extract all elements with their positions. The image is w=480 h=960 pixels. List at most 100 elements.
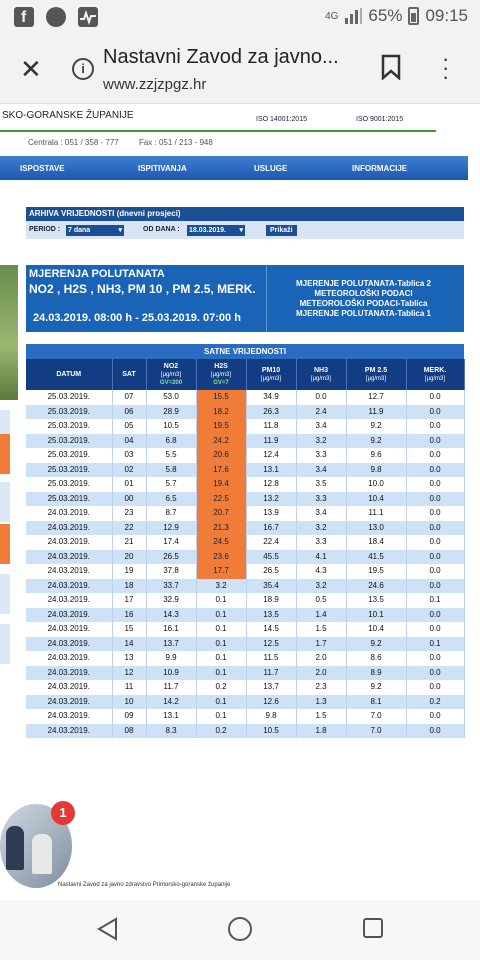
- link-meteo-tablica[interactable]: METEOROLOŠKI PODACI-Tablica: [299, 299, 428, 308]
- table-header-row: DATUM SAT NO2 [µg/m3] GV=200 H2S [µg/m3] GV=7 PM…: [26, 359, 465, 390]
- column-name: NH3: [313, 366, 328, 374]
- table-row: 25.03.2019. 04 6.8 24.2 11.9 3.2 9.2 0.0: [26, 433, 465, 448]
- close-icon[interactable]: ✕: [20, 54, 42, 84]
- table-cell: 1.3: [296, 694, 347, 709]
- table-cell: 25.03.2019.: [26, 390, 113, 405]
- table-cell: 22.5: [196, 491, 247, 506]
- clock: 09:15: [425, 6, 468, 25]
- side-strip: [0, 482, 10, 522]
- table-cell: 9.8: [246, 709, 297, 724]
- table-cell: 14.5: [246, 622, 297, 637]
- link-tablica-2[interactable]: MJERENJE POLUTANATA-Tablica 2: [296, 279, 431, 288]
- archive-controls: PERIOD : 7 dana ▾ OD DANA : 18.03.2019. ▾ …: [26, 221, 464, 239]
- side-strip: [0, 624, 10, 664]
- table-cell: 1.8: [296, 723, 347, 738]
- table-row: 24.03.2019. 20 26.5 23.6 45.5 4.1 41.5 0.0: [26, 549, 465, 564]
- table-cell: 3.2: [296, 520, 347, 535]
- more-menu-icon[interactable]: · · ·: [442, 46, 450, 89]
- bookmark-icon[interactable]: [381, 54, 401, 80]
- table-cell: 0.0: [406, 404, 465, 419]
- table-cell: 09: [112, 709, 147, 724]
- column-header: MERK. [µg/m3]: [406, 359, 465, 390]
- table-cell: 8.1: [346, 694, 407, 709]
- table-cell: 13: [112, 651, 147, 666]
- table-cell: 11.9: [346, 404, 407, 419]
- link-meteo[interactable]: METEOROLOŠKI PODACI: [314, 289, 413, 298]
- table-cell: 0.1: [196, 665, 247, 680]
- notification-badge: 1: [51, 801, 75, 825]
- link-tablica-1[interactable]: MJERENJE POLUTANATA-Tablica 1: [296, 309, 431, 318]
- table-cell: 24.03.2019.: [26, 680, 113, 695]
- table-cell: 18.2: [196, 404, 247, 419]
- show-button[interactable]: Prikaži: [266, 225, 297, 236]
- table-cell: 13.1: [146, 709, 197, 724]
- avatar-figure: [6, 826, 24, 870]
- table-cell: 3.2: [196, 578, 247, 593]
- table-cell: 8.7: [146, 506, 197, 521]
- back-icon[interactable]: [96, 917, 120, 941]
- table-cell: 11.9: [246, 433, 297, 448]
- battery-icon: [408, 7, 420, 25]
- table-cell: 11.7: [246, 665, 297, 680]
- table-cell: 0.0: [406, 419, 465, 434]
- recent-apps-icon[interactable]: [363, 918, 383, 938]
- table-cell: 37.8: [146, 564, 197, 579]
- table-cell: 11.7: [146, 680, 197, 695]
- info-icon[interactable]: i: [72, 58, 94, 80]
- pollutant-list: NO2 , H2S , NH3, PM 10 , PM 2.5, MERK.: [29, 282, 256, 296]
- table-row: 24.03.2019. 12 10.9 0.1 11.7 2.0 8.9 0.0: [26, 665, 465, 680]
- table-cell: 4.3: [296, 564, 347, 579]
- table-cell: 24.03.2019.: [26, 694, 113, 709]
- column-header: PM10 [µg/m3]: [246, 359, 297, 390]
- column-unit: [µg/m3]: [160, 371, 182, 378]
- table-cell: 10.0: [346, 477, 407, 492]
- table-cell: 26.3: [246, 404, 297, 419]
- page-url[interactable]: www.zzjzpgz.hr: [103, 76, 207, 93]
- home-icon[interactable]: [228, 917, 252, 941]
- table-cell: 02: [112, 462, 147, 477]
- nav-ispostave[interactable]: ISPOSTAVE: [20, 164, 65, 173]
- table-cell: 8.6: [346, 651, 407, 666]
- table-row: 24.03.2019. 09 13.1 0.1 9.8 1.5 7.0 0.0: [26, 709, 465, 724]
- table-cell: 18: [112, 578, 147, 593]
- table-cell: 32.9: [146, 593, 197, 608]
- table-cell: 0.0: [406, 723, 465, 738]
- table-cell: 3.2: [296, 578, 347, 593]
- table-cell: 24.03.2019.: [26, 709, 113, 724]
- table-row: 24.03.2019. 23 8.7 20.7 13.9 3.4 11.1 0.0: [26, 506, 465, 521]
- table-cell: 19.5: [346, 564, 407, 579]
- period-select[interactable]: 7 dana ▾: [66, 225, 124, 236]
- od-dana-select[interactable]: 18.03.2019. ▾: [187, 225, 245, 236]
- table-cell: 0.0: [406, 477, 465, 492]
- nav-informacije[interactable]: INFORMACIJE: [352, 164, 408, 173]
- table-cell: 0.0: [406, 651, 465, 666]
- table-cell: 13.5: [346, 593, 407, 608]
- table-cell: 25.03.2019.: [26, 419, 113, 434]
- table-cell: 26.5: [246, 564, 297, 579]
- table-cell: 24.2: [196, 433, 247, 448]
- table-cell: 0.0: [406, 680, 465, 695]
- county-name: SKO-GORANSKE ŽUPANIJE: [2, 110, 134, 121]
- table-cell: 17.6: [196, 462, 247, 477]
- table-cell: 10.4: [346, 491, 407, 506]
- table-cell: 19.4: [196, 477, 247, 492]
- nav-ispitivanja[interactable]: ISPITIVANJA: [138, 164, 187, 173]
- table-cell: 0.0: [406, 709, 465, 724]
- table-row: 24.03.2019. 16 14.3 0.1 13.5 1.4 10.1 0.0: [26, 607, 465, 622]
- table-cell: 11: [112, 680, 147, 695]
- table-cell: 24.03.2019.: [26, 549, 113, 564]
- table-cell: 0.0: [406, 665, 465, 680]
- column-header: SAT: [112, 359, 147, 390]
- table-row: 25.03.2019. 07 53.0 15.5 34.9 0.0 12.7 0.0: [26, 390, 465, 405]
- table-cell: 18.9: [246, 593, 297, 608]
- table-cell: 24.03.2019.: [26, 665, 113, 680]
- table-cell: 24.03.2019.: [26, 593, 113, 608]
- table-cell: 3.5: [296, 477, 347, 492]
- nav-usluge[interactable]: USLUGE: [254, 164, 288, 173]
- table-cell: 20.7: [196, 506, 247, 521]
- table-cell: 19.5: [196, 419, 247, 434]
- table-cell: 0.1: [196, 622, 247, 637]
- column-name: H2S: [214, 362, 228, 370]
- network-type: 4G: [325, 10, 339, 22]
- table-cell: 26.5: [146, 549, 197, 564]
